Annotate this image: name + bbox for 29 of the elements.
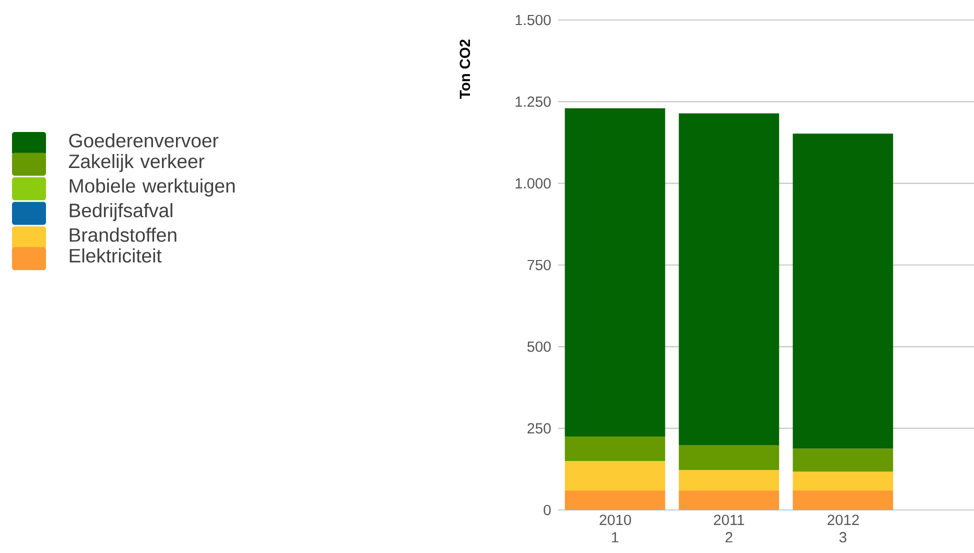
bar xyxy=(564,461,666,490)
bar xyxy=(792,490,894,510)
bar xyxy=(678,113,780,446)
bar xyxy=(792,448,894,472)
legend-label: Zakelijk verkeer xyxy=(68,154,204,172)
bar xyxy=(564,436,666,461)
x-tick-label: 2012 3 xyxy=(828,514,859,542)
y-tick-label: 750 xyxy=(528,260,551,270)
bar xyxy=(792,134,894,449)
bar xyxy=(678,490,780,510)
y-tick-label: 1.000 xyxy=(516,178,551,189)
legend-label: Goederenvervoer xyxy=(69,133,218,148)
y-tick-label: 1.250 xyxy=(516,96,551,107)
bar xyxy=(678,445,780,470)
x-tick-label: 2010 1 xyxy=(600,514,632,542)
bar xyxy=(564,490,666,510)
y-tick-label: 500 xyxy=(527,341,551,352)
y-tick-label: 0 xyxy=(544,504,551,516)
bar xyxy=(678,470,780,490)
legend-label: Mobiele werktuigen xyxy=(70,178,235,197)
legend-label: Brandstoffen xyxy=(70,228,176,242)
y-tick-label: 250 xyxy=(528,423,551,434)
legend-label: Elektriciteit xyxy=(70,248,162,263)
y-tick-label: 1.500 xyxy=(516,14,551,26)
legend-label: Bedrijfsafval xyxy=(70,203,172,222)
bar xyxy=(564,108,666,436)
bar xyxy=(792,472,894,490)
y-axis-title: Ton CO2 xyxy=(460,40,470,99)
x-tick-label: 2011 2 xyxy=(714,514,744,542)
